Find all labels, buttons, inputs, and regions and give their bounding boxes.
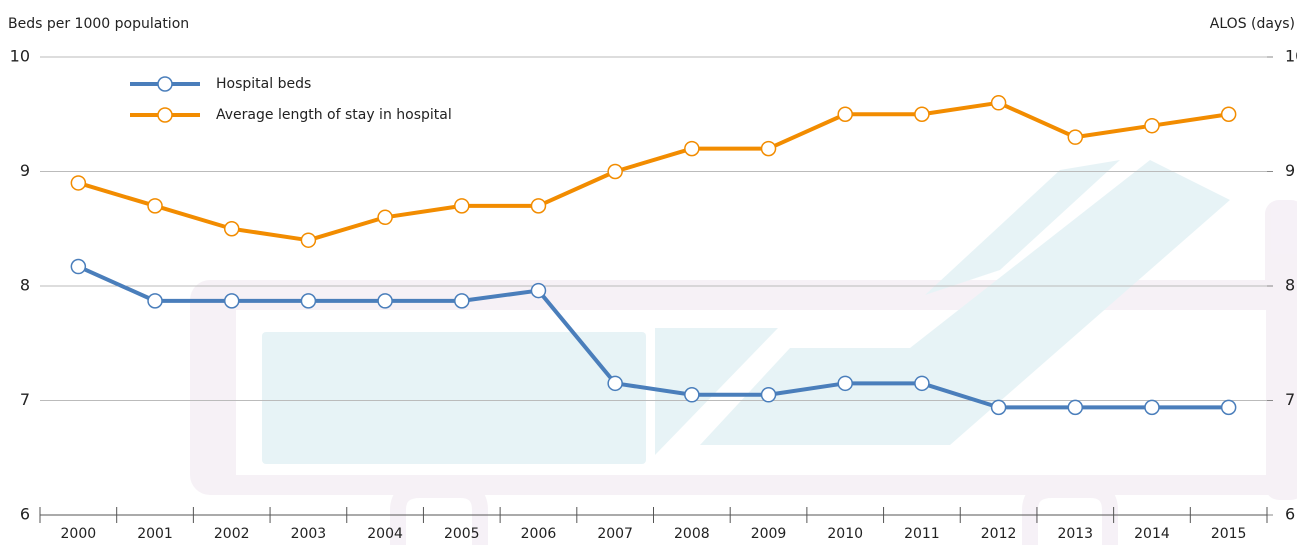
data-point — [915, 107, 929, 121]
data-point — [992, 400, 1006, 414]
data-point — [838, 376, 852, 390]
data-point — [1222, 400, 1236, 414]
y-axis-label: Beds per 1000 population — [8, 16, 189, 32]
data-point — [1068, 400, 1082, 414]
x-tick-label: 2014 — [1134, 526, 1170, 542]
data-point — [455, 294, 469, 308]
x-tick-label: 2015 — [1211, 526, 1247, 542]
x-tick-label: 2012 — [981, 526, 1017, 542]
data-point — [301, 294, 315, 308]
data-point — [148, 294, 162, 308]
y-tick-label: 10 — [10, 47, 30, 66]
y2-tick-label: 9 — [1285, 161, 1295, 180]
x-tick-label: 2004 — [367, 526, 403, 542]
x-tick-label: 2013 — [1057, 526, 1093, 542]
legend-marker — [158, 77, 172, 91]
data-point — [1222, 107, 1236, 121]
x-tick-label: 2003 — [291, 526, 327, 542]
y2-tick-label: 7 — [1285, 390, 1295, 409]
legend-marker — [158, 108, 172, 122]
x-tick-label: 2005 — [444, 526, 480, 542]
data-point — [608, 165, 622, 179]
data-point — [225, 294, 239, 308]
data-point — [301, 233, 315, 247]
y2-axis-label: ALOS (days) — [1210, 16, 1295, 32]
x-tick-label: 2000 — [61, 526, 97, 542]
legend-label: Average length of stay in hospital — [216, 107, 452, 123]
data-point — [378, 294, 392, 308]
background-illustration — [190, 160, 1297, 545]
bed-head — [1265, 200, 1297, 500]
data-point — [992, 96, 1006, 110]
y2-tick-label: 8 — [1285, 276, 1295, 295]
x-tick-label: 2001 — [137, 526, 173, 542]
y-tick-label: 8 — [20, 276, 30, 295]
data-point — [762, 388, 776, 402]
x-tick-label: 2008 — [674, 526, 710, 542]
chart: Beds per 1000 population ALOS (days) 6 7 8… — [0, 0, 1297, 545]
data-point — [148, 199, 162, 213]
x-tick-label: 2009 — [751, 526, 787, 542]
data-point — [685, 142, 699, 156]
data-point — [531, 199, 545, 213]
data-point — [915, 376, 929, 390]
data-point — [378, 210, 392, 224]
data-point — [71, 260, 85, 274]
data-point — [685, 388, 699, 402]
data-point — [838, 107, 852, 121]
y2-tick-label: 6 — [1285, 505, 1295, 524]
y-tick-label: 6 — [20, 505, 30, 524]
y-tick-label: 7 — [20, 390, 30, 409]
y2-tick-label: 10 — [1285, 47, 1297, 66]
data-point — [71, 176, 85, 190]
data-point — [455, 199, 469, 213]
data-point — [225, 222, 239, 236]
x-tick-label: 2006 — [521, 526, 557, 542]
y-tick-label: 9 — [20, 161, 30, 180]
data-point — [1145, 119, 1159, 133]
data-point — [1068, 130, 1082, 144]
data-point — [608, 376, 622, 390]
data-point — [762, 142, 776, 156]
x-tick-label: 2011 — [904, 526, 940, 542]
legend-label: Hospital beds — [216, 76, 311, 92]
data-point — [531, 284, 545, 298]
x-tick-label: 2002 — [214, 526, 250, 542]
x-tick-label: 2007 — [597, 526, 633, 542]
data-point — [1145, 400, 1159, 414]
x-tick-label: 2010 — [827, 526, 863, 542]
